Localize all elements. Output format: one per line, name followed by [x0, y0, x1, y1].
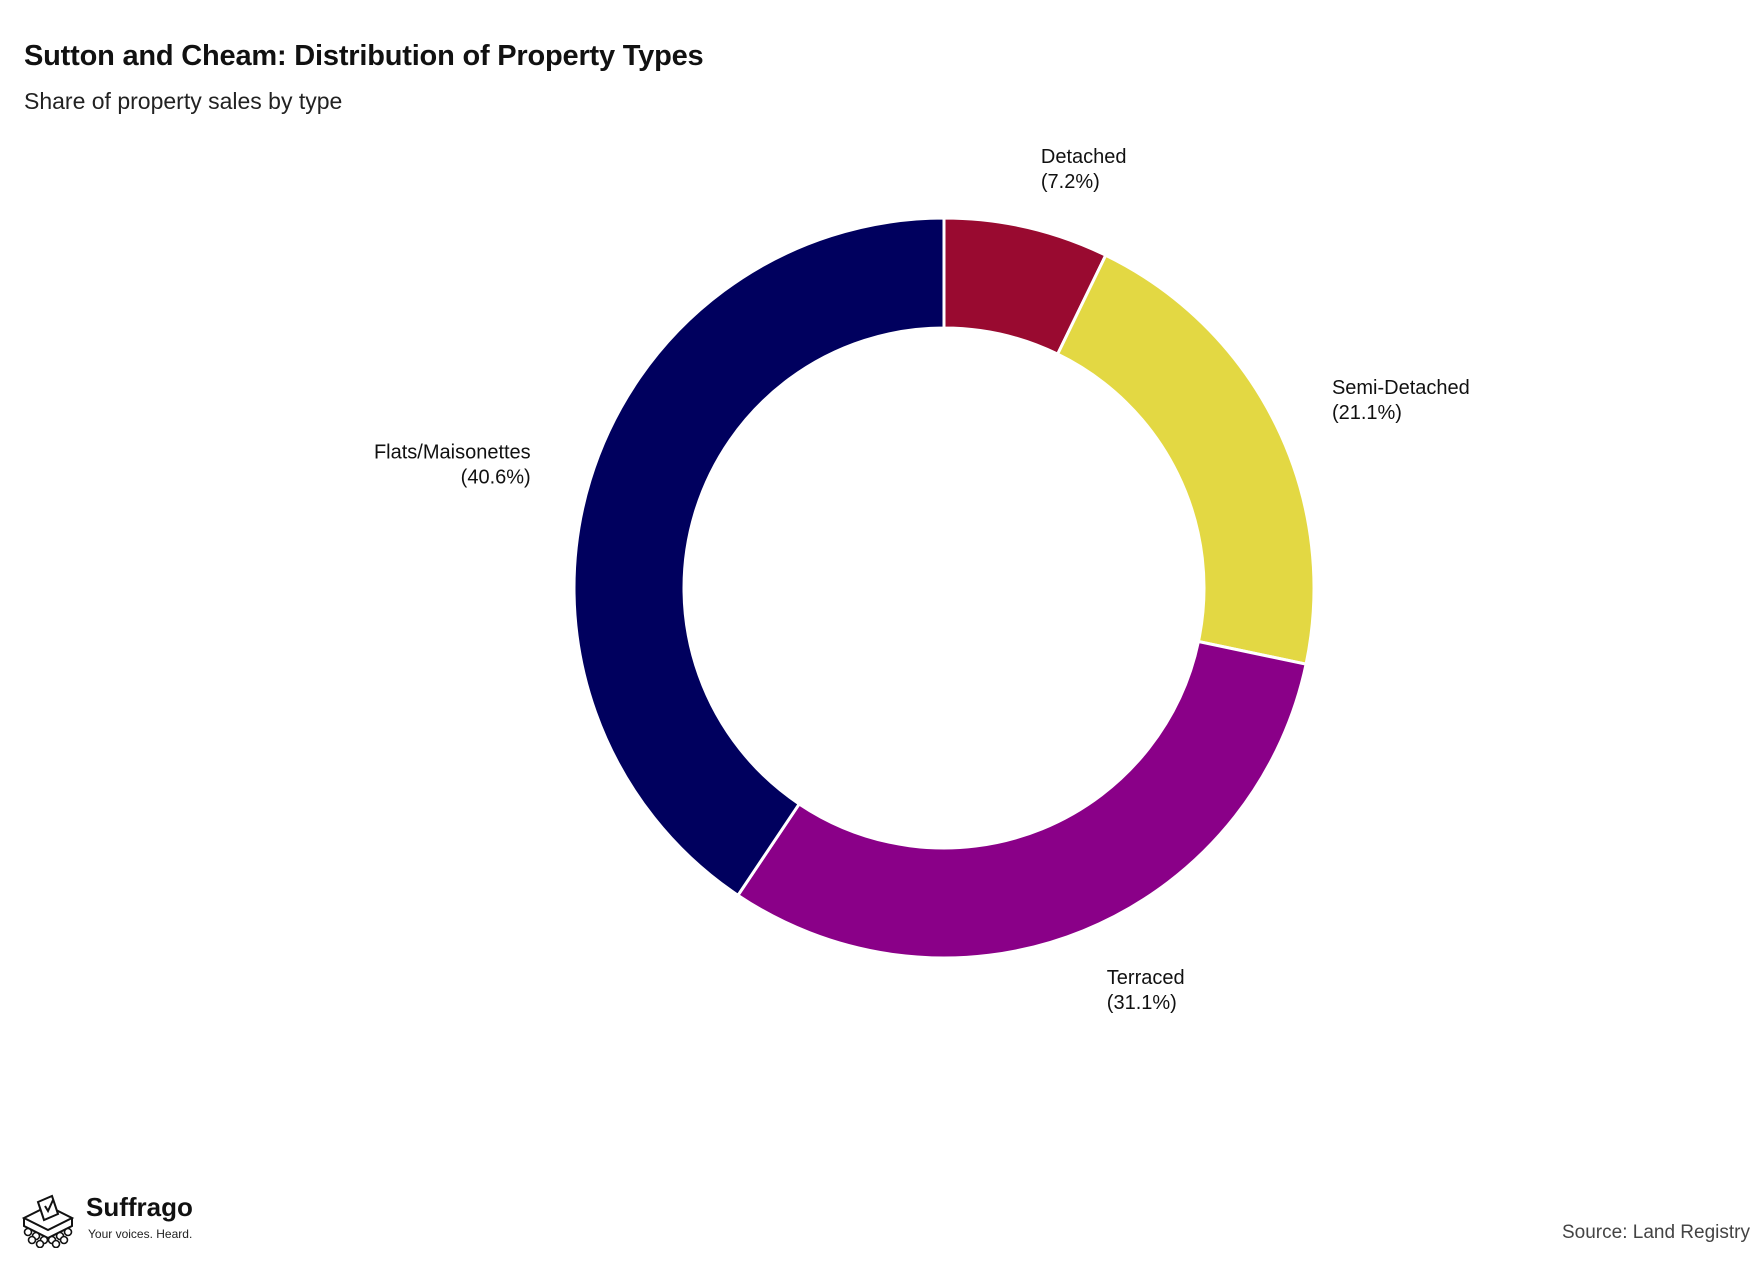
donut-slices [572, 216, 1316, 960]
slice-label-semi-detached: Semi-Detached (21.1%) [1332, 377, 1470, 424]
slice-label-value: (21.1%) [1332, 402, 1402, 424]
brand-tagline: Your voices. Heard. [88, 1227, 193, 1241]
slice-flats-maisonettes [572, 216, 946, 898]
brand-name: Suffrago [86, 1192, 193, 1222]
slice-label-name: Terraced [1107, 967, 1185, 989]
chart-subtitle: Share of property sales by type [24, 88, 343, 114]
slice-label-value: (7.2%) [1041, 171, 1100, 193]
ballot-box-icon [21, 1194, 75, 1248]
chart-title: Sutton and Cheam: Distribution of Proper… [24, 40, 704, 72]
brand-logo: Suffrago Your voices. Heard. [14, 1188, 214, 1248]
slice-label-name: Flats/Maisonettes [374, 441, 531, 463]
slice-labels: Detached (7.2%) Semi-Detached (21.1%) Terrac… [374, 146, 1470, 1014]
slice-label-value: (31.1%) [1107, 992, 1177, 1014]
slice-label-name: Detached [1041, 146, 1127, 168]
slice-label-terraced: Terraced (31.1%) [1107, 967, 1185, 1014]
slice-label-value: (40.6%) [461, 466, 531, 488]
slice-label-name: Semi-Detached [1332, 377, 1470, 399]
slice-label-detached: Detached (7.2%) [1041, 146, 1127, 193]
slice-terraced [735, 639, 1308, 960]
source-note: Source: Land Registry [1562, 1222, 1750, 1243]
slice-label-flats-maisonettes: Flats/Maisonettes (40.6%) [374, 441, 531, 488]
slice-semi-detached [1055, 253, 1316, 666]
